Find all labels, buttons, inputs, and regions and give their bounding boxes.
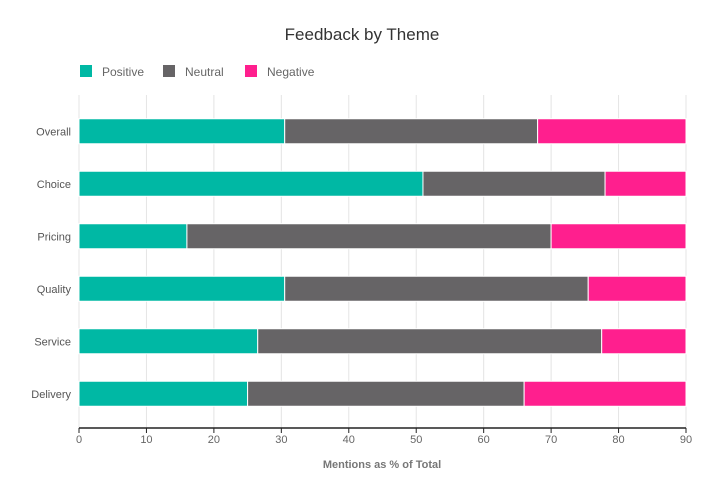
- bar-negative-pricing[interactable]: [550, 223, 687, 250]
- legend-swatch-neutral: [163, 65, 175, 77]
- category-label: Pricing: [37, 231, 71, 243]
- x-tick-label: 70: [545, 434, 557, 446]
- category-label: Overall: [36, 126, 71, 138]
- x-tick-label: 60: [478, 434, 490, 446]
- category-label: Quality: [37, 284, 72, 296]
- category-label: Choice: [37, 179, 71, 191]
- bar-positive-pricing[interactable]: [78, 223, 188, 250]
- x-tick-label: 10: [140, 434, 152, 446]
- x-tick-label: 80: [612, 434, 624, 446]
- bar-negative-service[interactable]: [601, 328, 687, 355]
- bar-neutral-delivery[interactable]: [247, 380, 525, 407]
- bar-negative-choice[interactable]: [604, 170, 687, 197]
- bar-positive-service[interactable]: [78, 328, 259, 355]
- category-label: Service: [34, 336, 71, 348]
- legend-label-neutral[interactable]: Neutral: [185, 65, 224, 79]
- legend-swatch-negative: [245, 65, 257, 77]
- bar-neutral-pricing[interactable]: [186, 223, 552, 250]
- category-label: Delivery: [31, 389, 71, 401]
- bar-neutral-overall[interactable]: [284, 118, 539, 145]
- x-axis-title: Mentions as % of Total: [323, 459, 441, 471]
- legend-label-positive[interactable]: Positive: [102, 65, 144, 79]
- bar-negative-delivery[interactable]: [523, 380, 687, 407]
- chart-title: Feedback by Theme: [285, 25, 440, 44]
- legend-label-negative[interactable]: Negative: [267, 65, 315, 79]
- legend: Positive Neutral Negative: [80, 65, 315, 79]
- bar-neutral-service[interactable]: [257, 328, 603, 355]
- bar-neutral-quality[interactable]: [284, 275, 589, 302]
- category-axis-labels: Overall Choice Pricing Quality Service Delive…: [31, 126, 71, 401]
- bar-negative-overall[interactable]: [537, 118, 687, 145]
- bars: [78, 118, 687, 407]
- bar-positive-delivery[interactable]: [78, 380, 249, 407]
- bar-positive-quality[interactable]: [78, 275, 286, 302]
- x-tick-label: 50: [410, 434, 422, 446]
- bar-neutral-choice[interactable]: [422, 170, 606, 197]
- x-tick-label: 30: [275, 434, 287, 446]
- bar-negative-quality[interactable]: [587, 275, 687, 302]
- legend-swatch-positive: [80, 65, 92, 77]
- bar-positive-overall[interactable]: [78, 118, 286, 145]
- x-tick-label: 90: [680, 434, 692, 446]
- value-axis-labels: 0 10 20 30 40 50 60 70 80 90: [76, 434, 692, 446]
- x-tick-label: 20: [208, 434, 220, 446]
- x-tick-label: 40: [343, 434, 355, 446]
- bar-positive-choice[interactable]: [78, 170, 424, 197]
- gridlines: [78, 95, 687, 433]
- x-tick-label: 0: [76, 434, 82, 446]
